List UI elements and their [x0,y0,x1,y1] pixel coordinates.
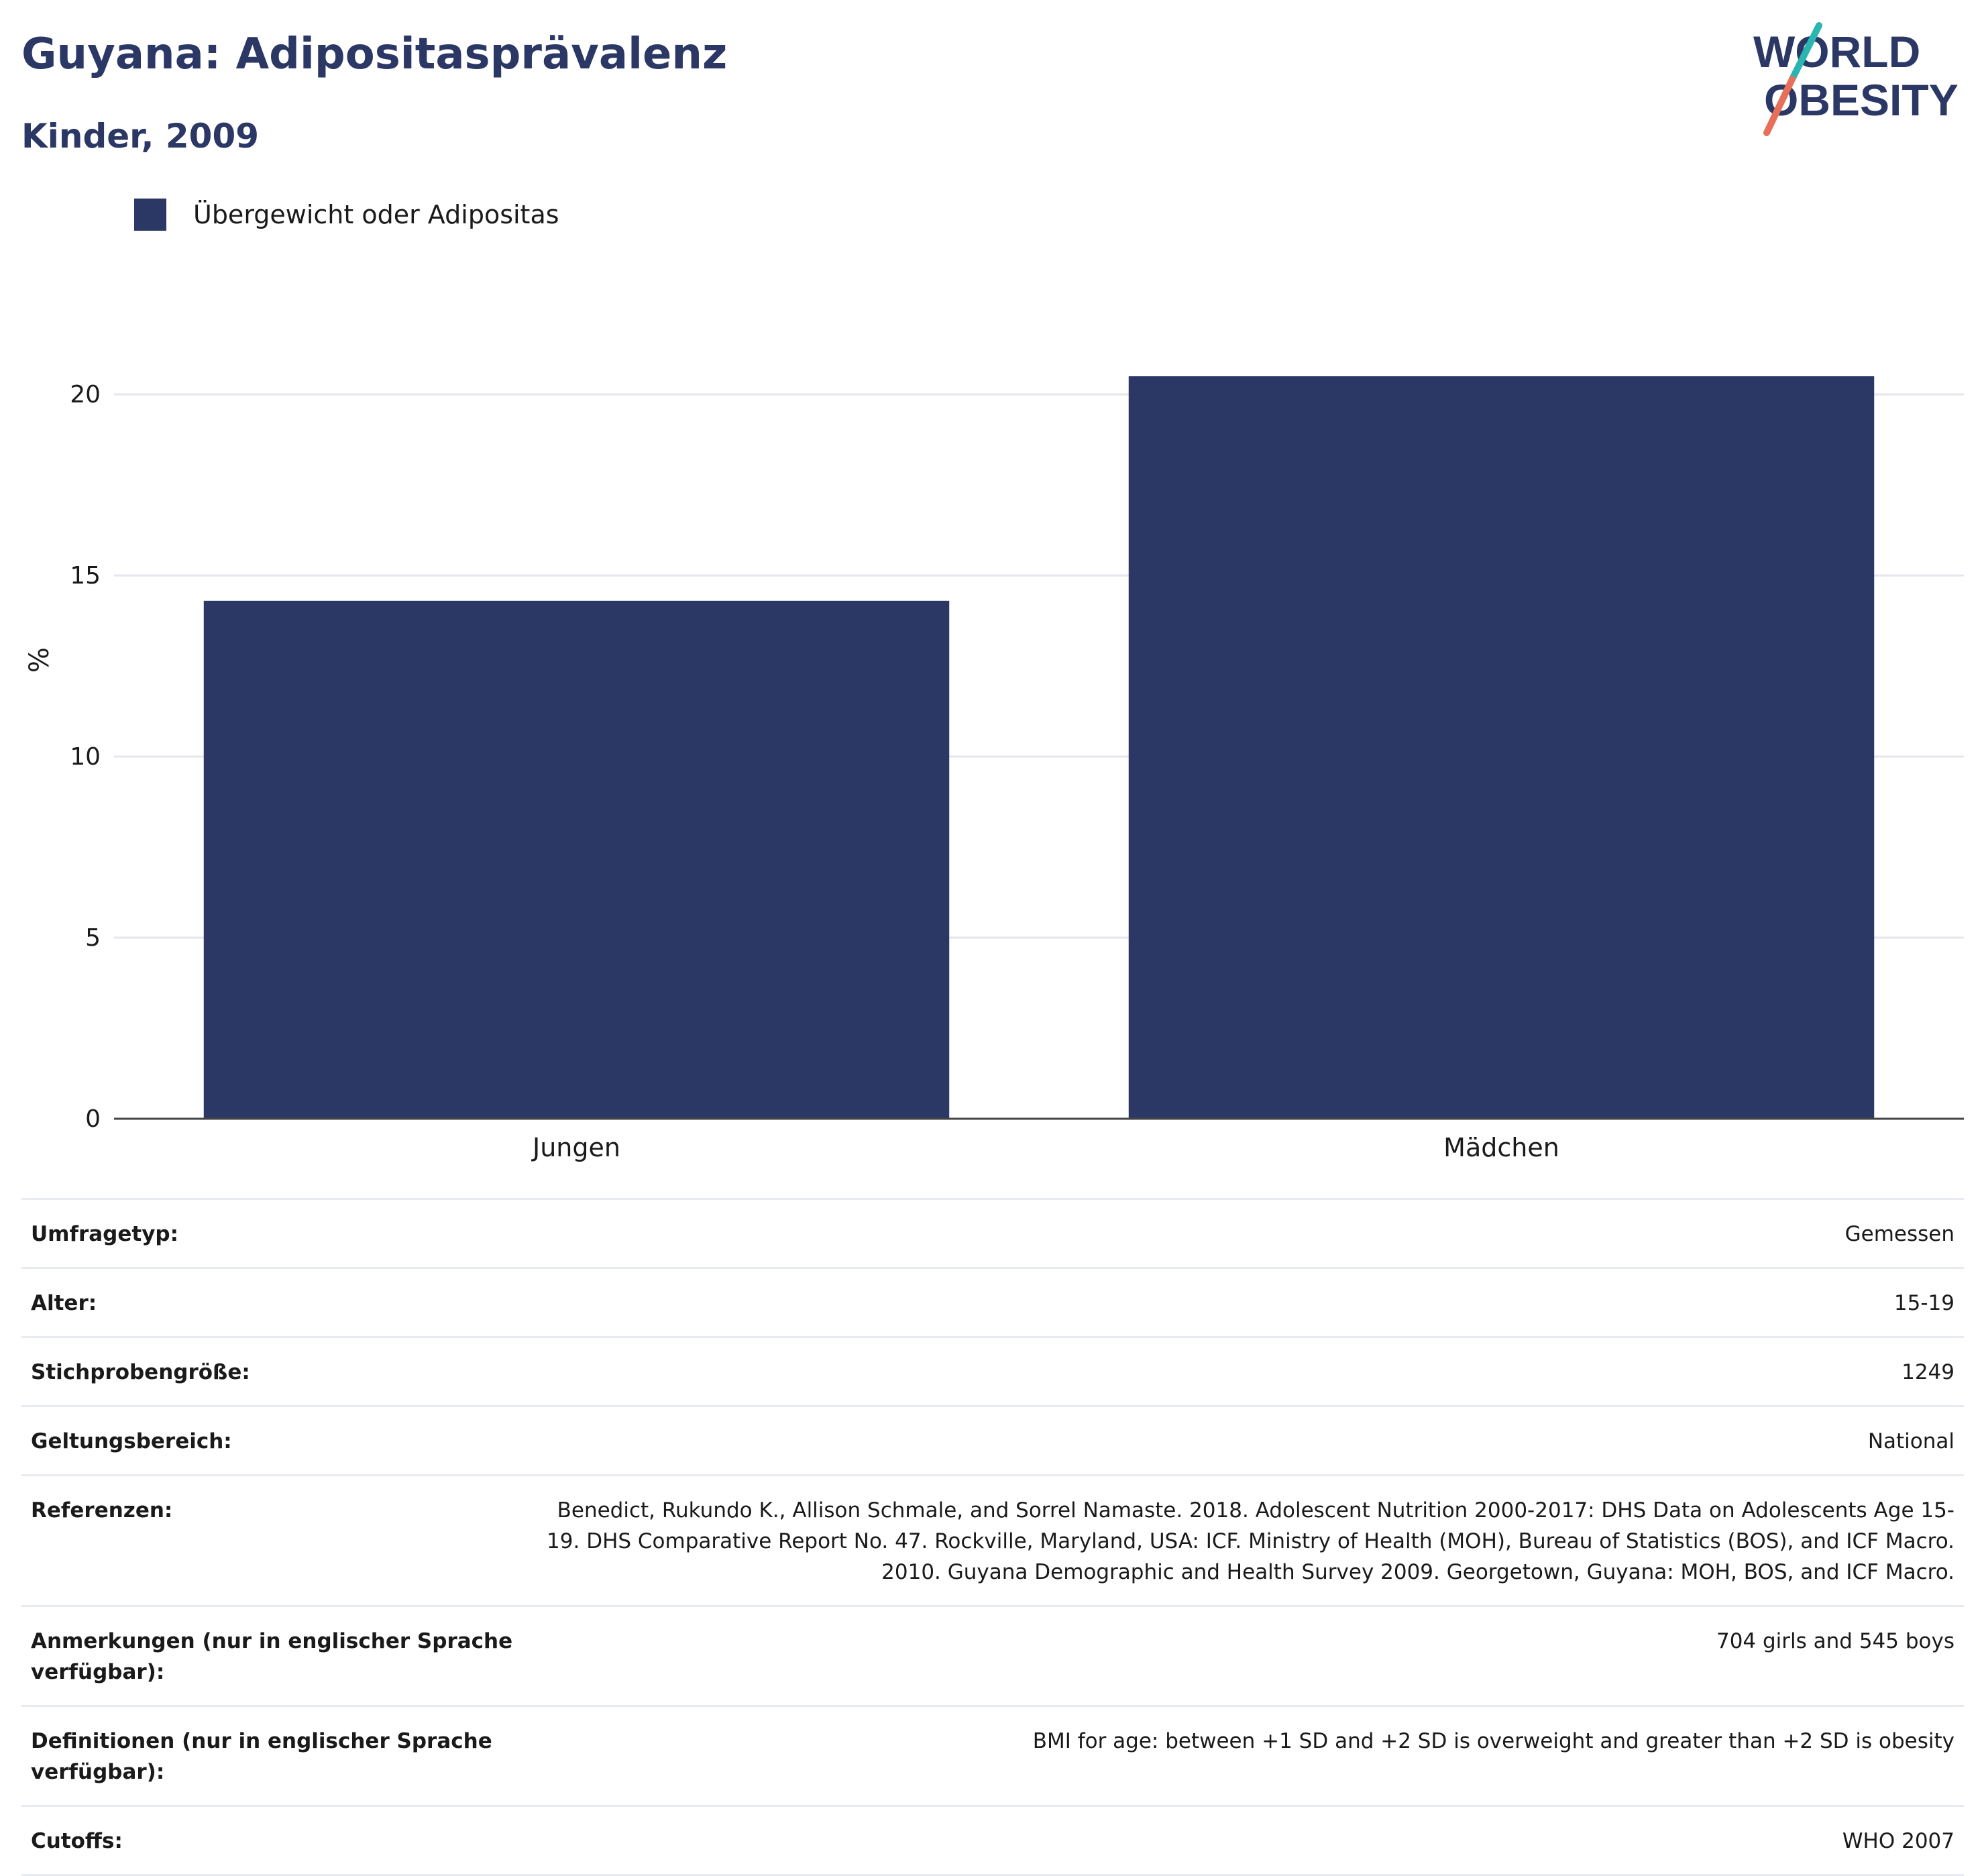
metadata-key: Definitionen (nur in englischer Sprache … [21,1706,523,1807]
world-obesity-logo: WORLD OBESITY [1753,22,1959,136]
metadata-row: Stichprobengröße: 1249 [21,1337,1964,1407]
metadata-key: Umfragetyp: [21,1198,523,1269]
metadata-value: 1249 [523,1337,1964,1407]
logo-slash-teal [1789,22,1822,82]
metadata-row: Anmerkungen (nur in englischer Sprache v… [21,1606,1964,1707]
metadata-key: Stichprobengröße: [21,1337,523,1407]
metadata-key: Anmerkungen (nur in englischer Sprache v… [21,1606,523,1707]
metadata-row: Geltungsbereich: National [21,1406,1964,1476]
metadata-value: WHO 2007 [523,1806,1964,1876]
legend-label: Übergewicht oder Adipositas [193,200,559,229]
y-tick-label: 5 [85,924,101,952]
y-tick-label: 15 [70,562,101,590]
metadata-value: National [523,1406,1964,1476]
y-axis-title: % [24,647,55,673]
legend[interactable]: Übergewicht oder Adipositas [134,199,559,231]
y-tick-label: 0 [85,1105,101,1133]
metadata-key: Cutoffs: [21,1806,523,1876]
metadata-key: Referenzen: [21,1475,523,1607]
metadata-value: Benedict, Rukundo K., Allison Schmale, a… [523,1475,1964,1607]
bar-mädchen [1128,376,1875,1119]
chart-subtitle: Kinder, 2009 [21,117,260,156]
metadata-row: Cutoffs: WHO 2007 [21,1806,1964,1876]
metadata-key: Alter: [21,1268,523,1338]
chart-title: Guyana: Adipositasprävalenz [21,30,728,79]
y-tick-label: 10 [70,743,101,771]
x-tick-label: Mädchen [1443,1133,1559,1162]
y-tick-label: 20 [70,381,101,408]
metadata-row: Umfragetyp: Gemessen [21,1198,1964,1269]
metadata-value: 15-19 [523,1268,1964,1338]
x-tick-label: Jungen [531,1133,620,1162]
metadata-table: Umfragetyp: Gemessen Alter: 15-19 Stichprobe… [21,1198,1964,1876]
metadata-row: Definitionen (nur in englischer Sprache … [21,1706,1964,1807]
metadata-key: Geltungsbereich: [21,1406,523,1476]
bar-jungen [203,600,950,1119]
metadata-row: Referenzen: Benedict, Rukundo K., Allison… [21,1475,1964,1607]
metadata-value: BMI for age: between +1 SD and +2 SD is … [523,1706,1964,1807]
logo-text-line1: WORLD [1753,27,1920,76]
logo-text-line2: OBESITY [1764,75,1959,125]
metadata-row: Alter: 15-19 [21,1268,1964,1338]
bar-chart: 0 5 10 15 20% Jungen Mädchen [24,376,1964,1162]
logo-slash-coral [1763,76,1796,136]
metadata-value: 704 girls and 545 boys [523,1606,1964,1707]
legend-swatch [134,199,166,231]
metadata-value: Gemessen [523,1198,1964,1269]
